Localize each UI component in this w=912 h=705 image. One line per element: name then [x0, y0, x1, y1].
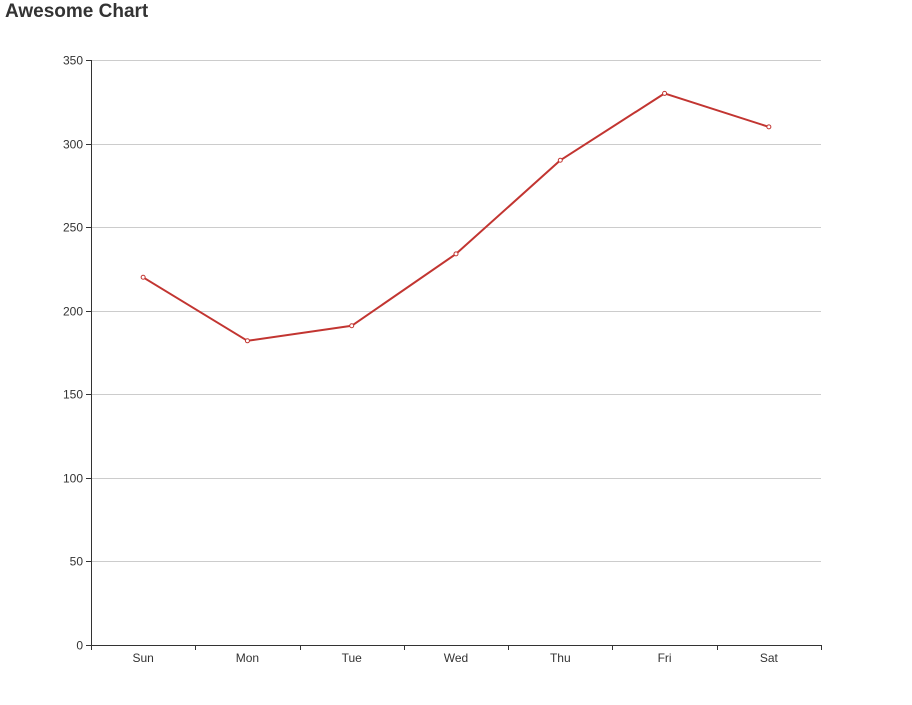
- x-tick-label: Mon: [236, 651, 259, 665]
- x-tick-label: Tue: [342, 651, 363, 665]
- data-point[interactable]: [349, 323, 355, 329]
- data-point[interactable]: [244, 338, 250, 344]
- axes: 0 50 100 150 200 250 300 350 Sun Mon Tue Wed Thu Fri S…: [63, 54, 822, 665]
- series-line: [142, 92, 770, 342]
- series-layer: [140, 90, 772, 344]
- data-point[interactable]: [453, 251, 459, 257]
- x-tick-label: Sun: [132, 651, 153, 665]
- y-tick-label: 50: [70, 555, 84, 569]
- y-tick-label: 300: [63, 138, 83, 152]
- data-point[interactable]: [662, 90, 668, 96]
- x-tick-label: Sat: [760, 651, 779, 665]
- y-tick-label: 100: [63, 472, 83, 486]
- y-tick-label: 0: [76, 639, 83, 653]
- y-tick-label: 250: [63, 221, 83, 235]
- y-tick-label: 200: [63, 305, 83, 319]
- y-tick-label: 350: [63, 54, 83, 68]
- data-point[interactable]: [140, 274, 146, 280]
- data-point[interactable]: [766, 124, 772, 130]
- x-tick-label: Wed: [444, 651, 468, 665]
- x-tick-label: Thu: [550, 651, 571, 665]
- y-tick-label: 150: [63, 388, 83, 402]
- grid-lines: [91, 60, 821, 562]
- data-point[interactable]: [557, 157, 563, 163]
- x-tick-label: Fri: [658, 651, 672, 665]
- chart-title: Awesome Chart: [5, 1, 149, 22]
